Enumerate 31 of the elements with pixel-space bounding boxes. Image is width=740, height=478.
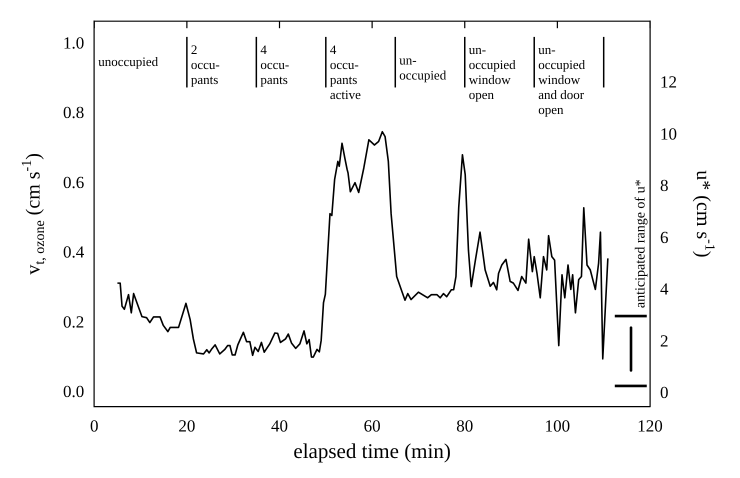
- y-tick-label: 0.6: [63, 172, 84, 192]
- x-tick-label: 120: [637, 416, 663, 436]
- x-tick-label: 100: [544, 416, 570, 436]
- y2-tick-label: 8: [660, 176, 668, 196]
- y2-tick-label: 6: [660, 228, 668, 247]
- y2-tick-label: 4: [660, 280, 669, 299]
- annotation: 4 occu- pants: [260, 42, 290, 87]
- y-tick-label: 0.2: [63, 312, 84, 332]
- annotation: 2 occu- pants: [190, 42, 220, 87]
- x-tick-label: 0: [90, 416, 98, 436]
- y2-axis-title: u* (cm s-1): [692, 170, 716, 258]
- x-tick-label: 60: [364, 416, 381, 436]
- y-axis-title: vt, ozone (cm s-1): [20, 153, 48, 275]
- annotation: un- occupied window and door open: [538, 42, 586, 117]
- x-axis-title: elapsed time (min): [293, 439, 451, 464]
- y-tick-label: 0.8: [63, 103, 84, 122]
- y-tick-label: 0.0: [63, 382, 84, 402]
- y2-tick-label: 10: [660, 124, 677, 144]
- x-tick-label: 80: [456, 416, 474, 436]
- y2-tick-label: 0: [660, 383, 668, 402]
- y-tick-label: 1.0: [63, 33, 84, 52]
- annotation: 4 occu- pants active: [330, 42, 362, 102]
- text: anticipated range of u*: [633, 179, 648, 308]
- x-tick-label: 40: [271, 416, 288, 436]
- annotation: un- occupied window open: [468, 42, 516, 102]
- x-tick-label: 20: [178, 416, 196, 436]
- y2-tick-label: 12: [660, 72, 677, 92]
- y2-tick-label: 2: [660, 331, 668, 350]
- y-tick-label: 0.4: [63, 242, 85, 262]
- annotation: unoccupied: [98, 54, 159, 69]
- annotation: un- occupied: [399, 52, 447, 82]
